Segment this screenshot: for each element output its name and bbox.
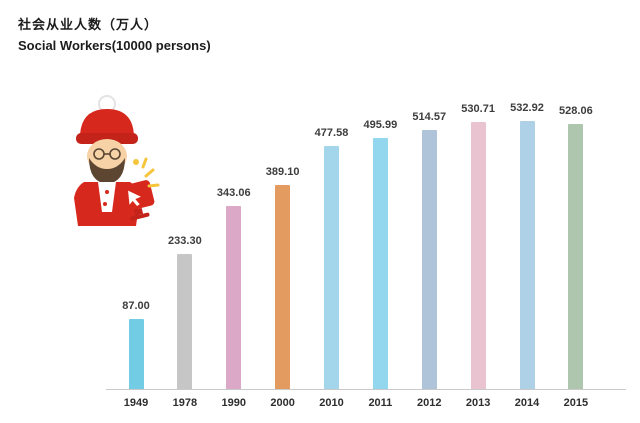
bar-value-label: 495.99 (363, 119, 398, 131)
bar-column: 87.00 (118, 300, 154, 389)
chart-header: 社会从业人数（万人） Social Workers(10000 persons) (18, 14, 211, 53)
bar-value-label: 477.58 (314, 127, 349, 139)
bar-value-label: 532.92 (510, 102, 544, 114)
x-tick-label: 2015 (563, 397, 589, 409)
bar (519, 121, 535, 389)
bar-column: 343.06 (216, 187, 252, 389)
bar (324, 146, 339, 389)
bar (226, 206, 242, 389)
bar-column: 233.30 (167, 235, 203, 389)
plot-area: 87.00 233.30 343.06 389.10 477.58 495.99 514.5… (106, 86, 626, 390)
bar-column: 477.58 (314, 127, 350, 389)
chart-title-zh: 社会从业人数（万人） (18, 17, 159, 32)
x-tick-label: 1949 (123, 397, 149, 409)
x-tick-label: 1978 (172, 397, 198, 409)
cursor-arrow-icon (128, 190, 141, 206)
bar-column: 530.71 (460, 103, 496, 389)
bar-value-label: 530.71 (461, 103, 495, 115)
bar-value-label: 389.10 (265, 166, 300, 178)
bar (470, 122, 486, 389)
bar (128, 319, 144, 389)
face (87, 139, 127, 173)
bar-value-label: 343.06 (216, 187, 251, 199)
x-tick-label: 2014 (514, 397, 540, 409)
bar (372, 138, 388, 389)
bar-column: 514.57 (411, 111, 447, 389)
chart-title-en: Social Workers(10000 persons) (18, 38, 211, 53)
apron-bib (98, 182, 116, 212)
x-tick-label: 2013 (465, 397, 491, 409)
x-tick-label: 2012 (417, 397, 442, 409)
x-tick-label: 2011 (368, 397, 393, 409)
x-tick-label: 2010 (319, 397, 344, 409)
sparks-icon (141, 157, 160, 188)
bar-value-label: 528.06 (559, 105, 593, 117)
bar-value-label: 87.00 (122, 300, 150, 312)
bar-column: 532.92 (509, 102, 545, 389)
bar-value-label: 233.30 (168, 235, 202, 247)
bar (275, 185, 291, 389)
red-cap-icon (80, 109, 134, 138)
bar (421, 130, 437, 389)
x-tick-label: 1990 (221, 397, 246, 409)
bar-column: 495.99 (362, 119, 398, 389)
worker-illustration (74, 95, 160, 226)
bar (568, 124, 584, 389)
bar-column: 528.06 (558, 105, 594, 389)
bar-column: 389.10 (265, 166, 301, 389)
bar-value-label: 514.57 (412, 111, 447, 123)
computer-icon (114, 180, 155, 221)
x-tick-label: 2000 (270, 397, 295, 409)
bar-chart: 87.00 233.30 343.06 389.10 477.58 495.99 514.5… (106, 86, 626, 409)
bar (177, 254, 193, 389)
beard (89, 158, 125, 184)
x-axis-labels: 1949 1978 1990 2000 2010 2011 2012 2013 2014 2015 (106, 397, 626, 409)
cap-brim (76, 133, 138, 144)
